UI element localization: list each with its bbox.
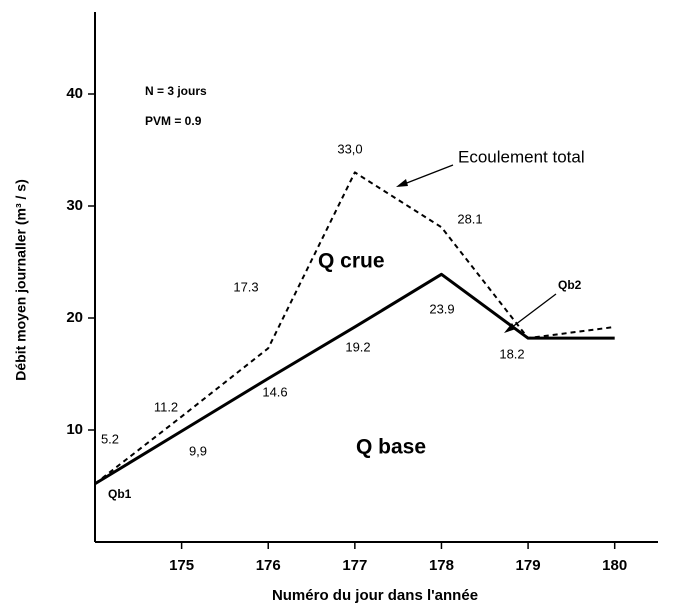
data-label: 17.3 <box>233 279 258 294</box>
x-tick-label: 180 <box>602 557 627 574</box>
series-line <box>94 171 615 485</box>
x-tick-label: 175 <box>169 557 194 574</box>
y-tick-label: 20 <box>66 309 83 326</box>
data-label: 28.1 <box>457 211 482 226</box>
data-label: 23.9 <box>429 301 454 316</box>
annotation: N = 3 jours <box>145 84 207 98</box>
data-label: 14.6 <box>262 384 287 399</box>
data-label: 19.2 <box>345 339 370 354</box>
data-label: 18.2 <box>499 346 524 361</box>
data-label: 5.2 <box>101 431 119 446</box>
x-tick-label: 176 <box>256 557 281 574</box>
y-tick-label: 30 <box>66 197 83 214</box>
series-line <box>94 272 615 486</box>
arrow-head <box>396 179 408 187</box>
x-tick-label: 177 <box>342 557 367 574</box>
y-axis-label: Débit moyen journaller (m³ / s) <box>13 179 29 380</box>
annotation: Qb1 <box>108 487 132 501</box>
annotation: Q crue <box>318 250 385 273</box>
y-tick-label: 10 <box>66 421 83 438</box>
annotation: Qb2 <box>558 278 582 292</box>
y-tick-label: 40 <box>66 85 83 102</box>
data-label: 9,9 <box>189 443 207 458</box>
annotation: Ecoulement total <box>458 147 585 166</box>
arrow <box>506 293 557 332</box>
x-tick-label: 178 <box>429 557 454 574</box>
annotation: PVM = 0.9 <box>145 114 202 128</box>
arrow <box>398 164 454 187</box>
x-tick-label: 179 <box>516 557 541 574</box>
data-label: 33,0 <box>337 141 362 156</box>
x-axis-label: Numéro du jour dans l'année <box>272 587 478 604</box>
data-label: 11.2 <box>154 399 178 414</box>
annotation: Q base <box>356 436 426 459</box>
